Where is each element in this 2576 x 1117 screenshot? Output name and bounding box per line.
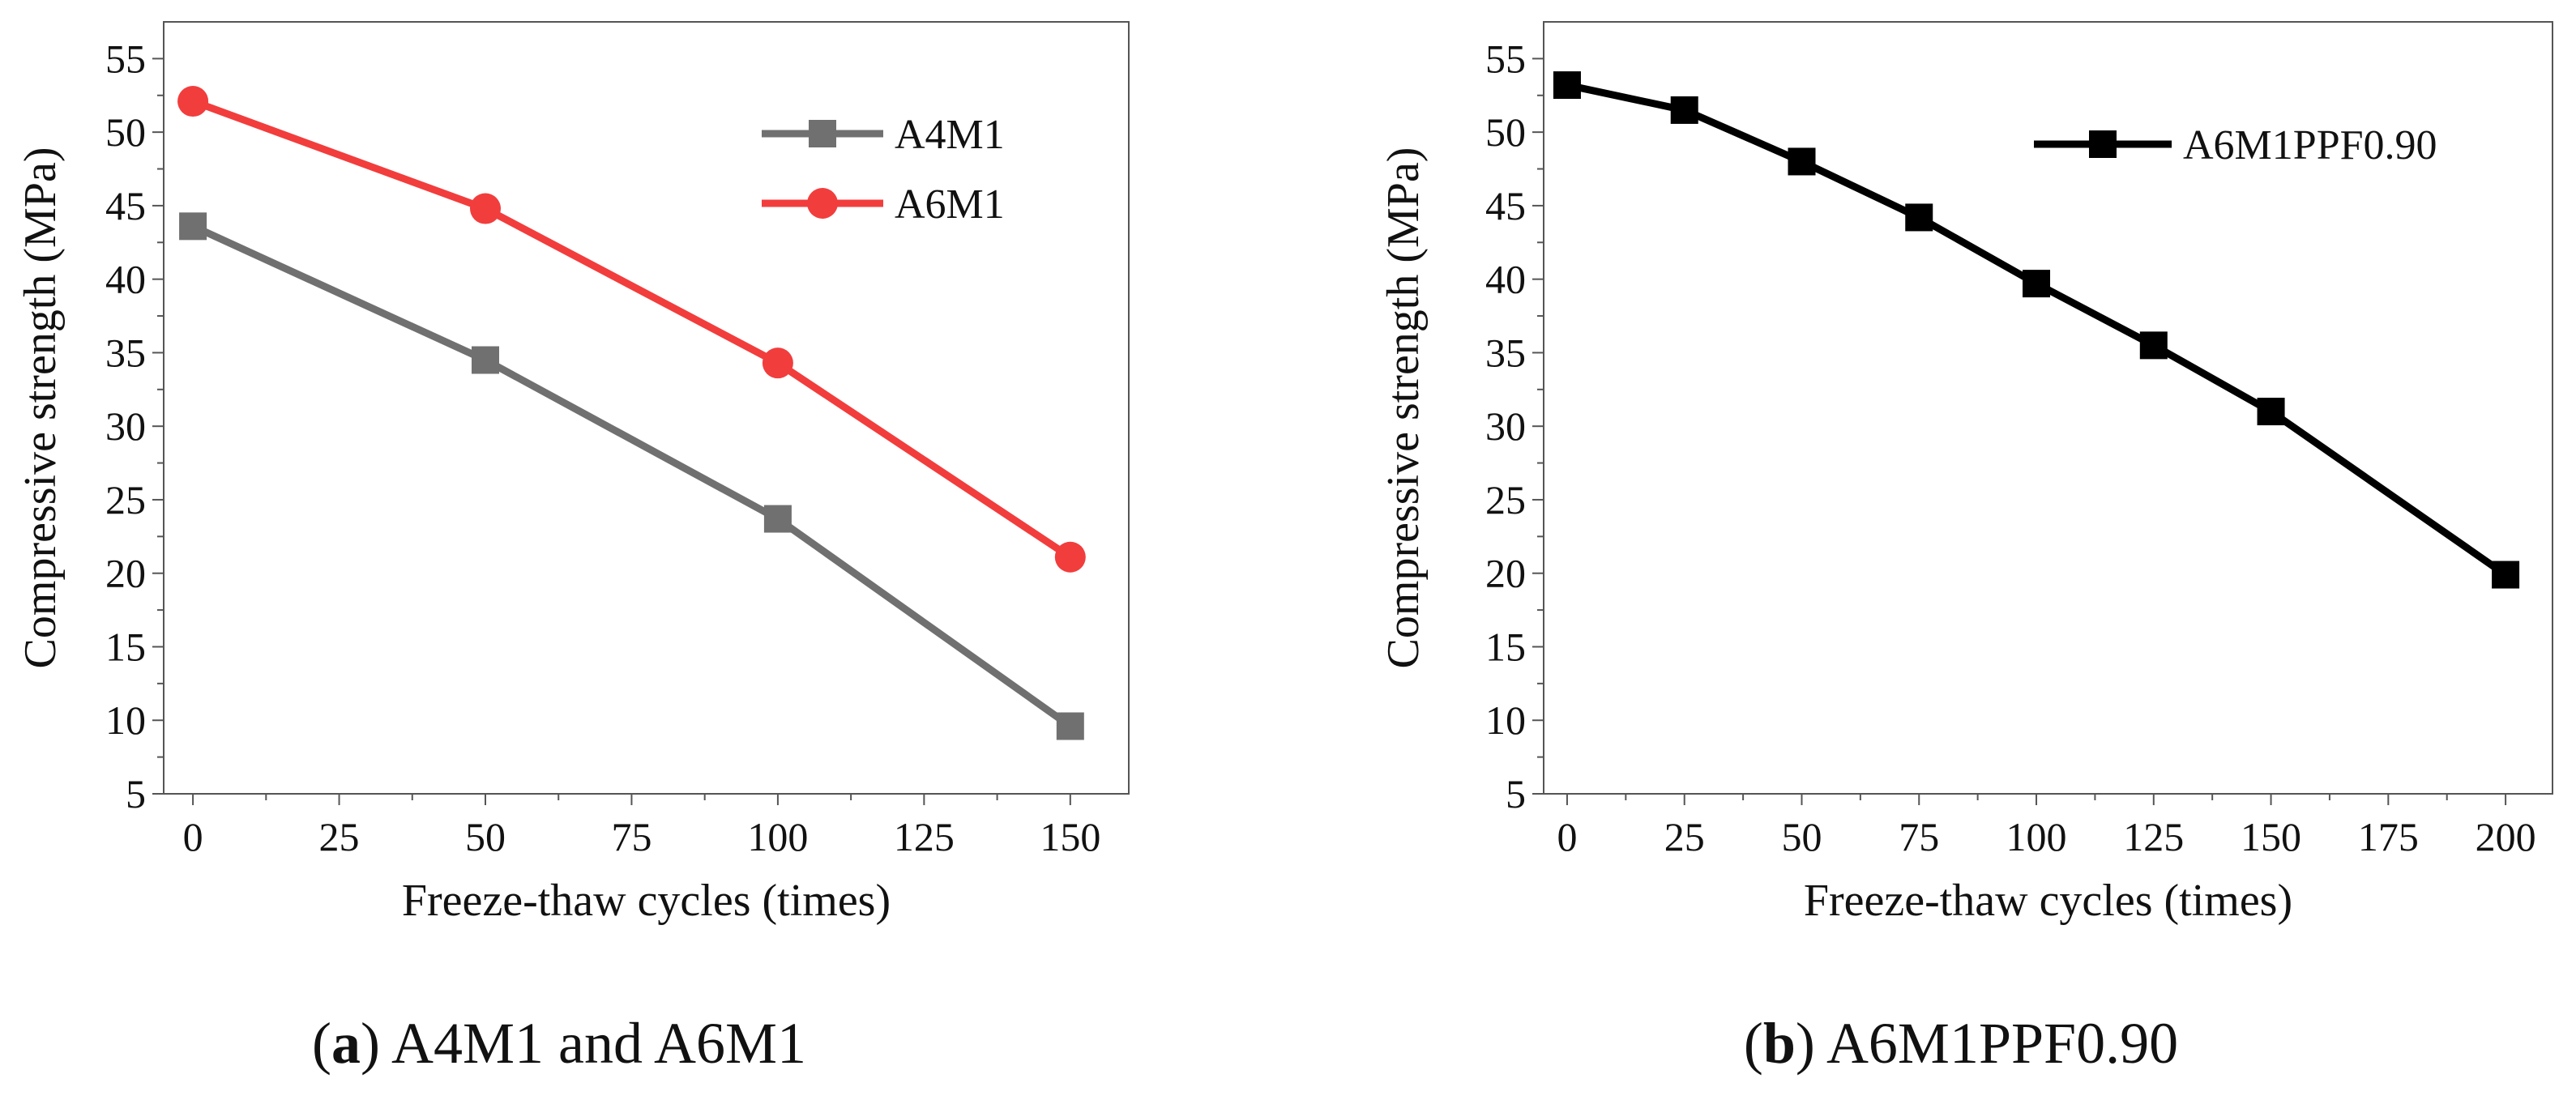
caption-close-paren: ) [1796, 1011, 1826, 1076]
x-tick-label: 25 [319, 814, 360, 859]
x-tick-label: 0 [183, 814, 203, 859]
y-tick-label: 25 [105, 477, 146, 522]
x-tick-label: 0 [1557, 814, 1577, 859]
y-tick-label: 10 [105, 697, 146, 743]
x-tick-label: 50 [465, 814, 506, 859]
caption-panel-letter: a [331, 1011, 361, 1076]
series-line-A4M1 [191, 223, 1073, 730]
y-axis-title: Compressive strength (MPa) [1378, 147, 1429, 669]
data-point-A6M1 [1054, 541, 1086, 573]
y-tick-label: 45 [105, 183, 146, 228]
panel-caption: (b) A6M1PPF0.90 [1744, 1011, 2178, 1076]
y-tick-label: 5 [126, 771, 146, 816]
data-point-A6M1PPF0.90 [1553, 71, 1581, 100]
x-tick-label: 150 [1040, 814, 1100, 859]
x-tick-label: 150 [2241, 814, 2301, 859]
data-point-A6M1PPF0.90 [2139, 331, 2168, 360]
x-tick-label: 175 [2358, 814, 2419, 859]
y-tick-label: 10 [1485, 697, 1526, 743]
x-tick-label: 100 [2006, 814, 2067, 859]
y-tick-label: 40 [1485, 257, 1526, 302]
data-point-A6M1PPF0.90 [1788, 147, 1816, 176]
y-tick-label: 55 [1485, 36, 1526, 81]
legend-marker-A6M1PPF0.90 [2089, 130, 2117, 158]
panel-b: 5 10 15 20 25 30 35 40 45 50 55 0 25 50 75 100 125 150 175… [1378, 21, 2553, 1076]
caption-open-paren: ( [312, 1011, 331, 1076]
legend-marker-A4M1 [809, 120, 836, 147]
data-point-A6M1PPF0.90 [2023, 270, 2051, 298]
y-tick-label: 30 [1485, 403, 1526, 449]
y-tick-label: 35 [105, 330, 146, 375]
y-tick-label: 35 [1485, 330, 1526, 375]
caption-open-paren: ( [1744, 1011, 1763, 1076]
x-tick-label: 200 [2476, 814, 2536, 859]
caption-close-paren: ) [361, 1011, 391, 1076]
y-tick-label: 25 [1485, 477, 1526, 522]
series-line-A6M1PPF0.90 [1566, 81, 2508, 578]
data-point-A6M1PPF0.90 [2257, 398, 2285, 426]
y-tick-label: 15 [105, 624, 146, 669]
caption-text: A6M1PPF0.90 [1826, 1011, 2178, 1076]
x-tick-label: 125 [2123, 814, 2184, 859]
y-tick-label: 15 [1485, 624, 1526, 669]
x-tick-label: 50 [1781, 814, 1822, 859]
y-tick-label: 55 [105, 36, 146, 81]
y-tick-label: 20 [105, 551, 146, 596]
y-tick-label: 30 [105, 403, 146, 449]
caption-text: A4M1 and A6M1 [391, 1011, 806, 1076]
data-point-A6M1PPF0.90 [2492, 561, 2520, 589]
x-tick-label: 100 [747, 814, 808, 859]
data-point-A4M1 [472, 346, 499, 374]
y-tick-label: 5 [1506, 771, 1526, 816]
data-point-A6M1PPF0.90 [1670, 96, 1698, 124]
y-tick-label: 40 [105, 257, 146, 302]
data-point-A6M1 [762, 347, 793, 379]
series-line-A6M1 [191, 97, 1073, 561]
x-tick-label: 125 [894, 814, 955, 859]
legend-marker-A6M1 [807, 188, 838, 219]
legend-label-A4M1: A4M1 [895, 112, 1005, 158]
panel-caption: (a) A4M1 and A6M1 [312, 1011, 806, 1076]
x-tick-label: 75 [1899, 814, 1939, 859]
data-point-A6M1 [470, 193, 501, 224]
legend-label-A6M1PPF0.90: A6M1PPF0.90 [2183, 122, 2437, 168]
plot-frame [1543, 21, 2553, 795]
plot-frame [163, 21, 1130, 795]
data-point-A4M1 [763, 505, 792, 533]
x-axis-title: Freeze-thaw cycles (times) [1804, 876, 2292, 926]
data-point-A6M1PPF0.90 [1905, 203, 1933, 232]
y-tick-label: 50 [1485, 109, 1526, 155]
x-axis-title: Freeze-thaw cycles (times) [402, 876, 891, 926]
x-tick-label: 75 [611, 814, 651, 859]
data-point-A6M1 [177, 86, 209, 117]
y-tick-label: 45 [1485, 183, 1526, 228]
data-point-A4M1 [179, 212, 207, 241]
y-tick-label: 50 [105, 109, 146, 155]
legend-label-A6M1: A6M1 [895, 181, 1005, 228]
panel-a: 5 10 15 20 25 30 35 40 45 50 55 0 25 50 75 100 125 150 Fre… [15, 21, 1130, 1076]
y-axis-title: Compressive strength (MPa) [15, 147, 66, 669]
x-tick-label: 25 [1664, 814, 1705, 859]
y-tick-label: 20 [1485, 551, 1526, 596]
caption-panel-letter: b [1763, 1011, 1796, 1076]
data-point-A4M1 [1056, 712, 1084, 740]
